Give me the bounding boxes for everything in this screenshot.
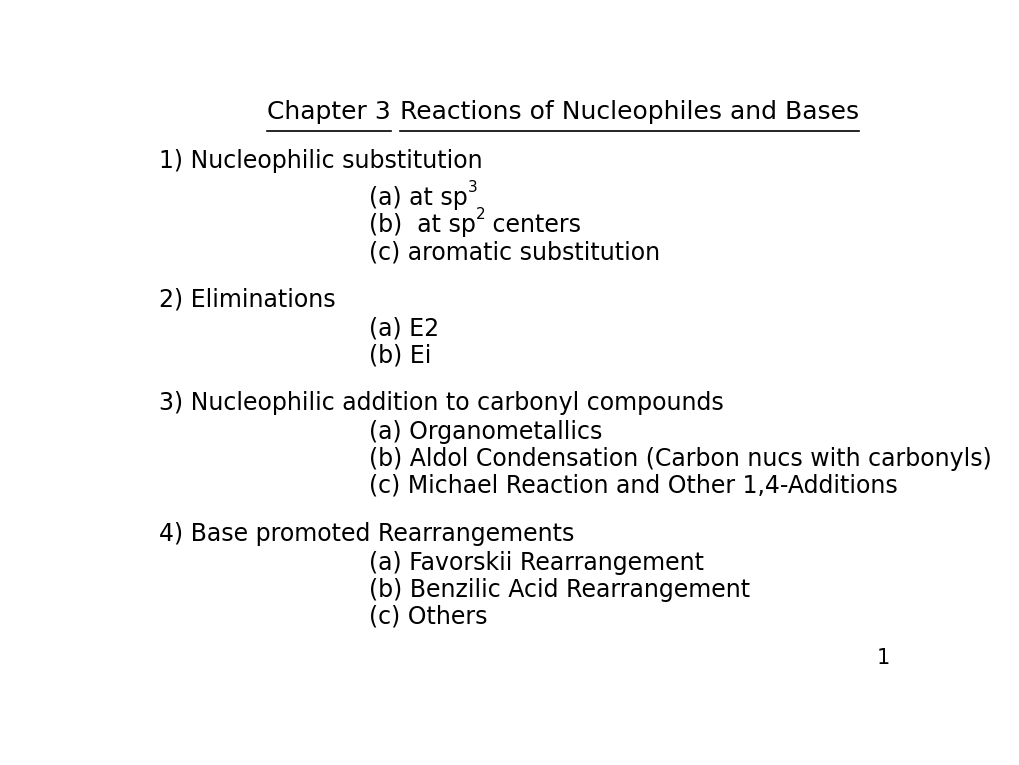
Text: centers: centers — [485, 213, 581, 237]
Text: (c) aromatic substitution: (c) aromatic substitution — [368, 240, 659, 264]
Text: Chapter 3: Chapter 3 — [267, 100, 390, 124]
Text: 3: 3 — [467, 180, 477, 195]
Text: (a) Favorskii Rearrangement: (a) Favorskii Rearrangement — [368, 551, 703, 575]
Text: 2: 2 — [475, 207, 485, 222]
Text: Reactions of Nucleophiles and Bases: Reactions of Nucleophiles and Bases — [399, 100, 858, 124]
Text: (b) Benzilic Acid Rearrangement: (b) Benzilic Acid Rearrangement — [368, 578, 749, 601]
Text: (b) Ei: (b) Ei — [368, 343, 431, 368]
Text: 2) Eliminations: 2) Eliminations — [159, 288, 335, 312]
Text: (b)  at sp: (b) at sp — [368, 213, 475, 237]
Text: (c) Others: (c) Others — [368, 604, 487, 629]
Text: 3) Nucleophilic addition to carbonyl compounds: 3) Nucleophilic addition to carbonyl com… — [159, 391, 723, 415]
Text: 2: 2 — [475, 207, 485, 222]
Text: (a) at sp: (a) at sp — [368, 186, 467, 210]
Text: (a) E2: (a) E2 — [368, 317, 438, 340]
Text: 1: 1 — [876, 648, 890, 668]
Text: 4) Base promoted Rearrangements: 4) Base promoted Rearrangements — [159, 522, 574, 545]
Text: (c) Michael Reaction and Other 1,4-Additions: (c) Michael Reaction and Other 1,4-Addit… — [368, 474, 897, 498]
Text: (a) Organometallics: (a) Organometallics — [368, 420, 601, 444]
Text: (b) Aldol Condensation (Carbon nucs with carbonyls): (b) Aldol Condensation (Carbon nucs with… — [368, 447, 990, 470]
Text: 1) Nucleophilic substitution: 1) Nucleophilic substitution — [159, 149, 482, 174]
